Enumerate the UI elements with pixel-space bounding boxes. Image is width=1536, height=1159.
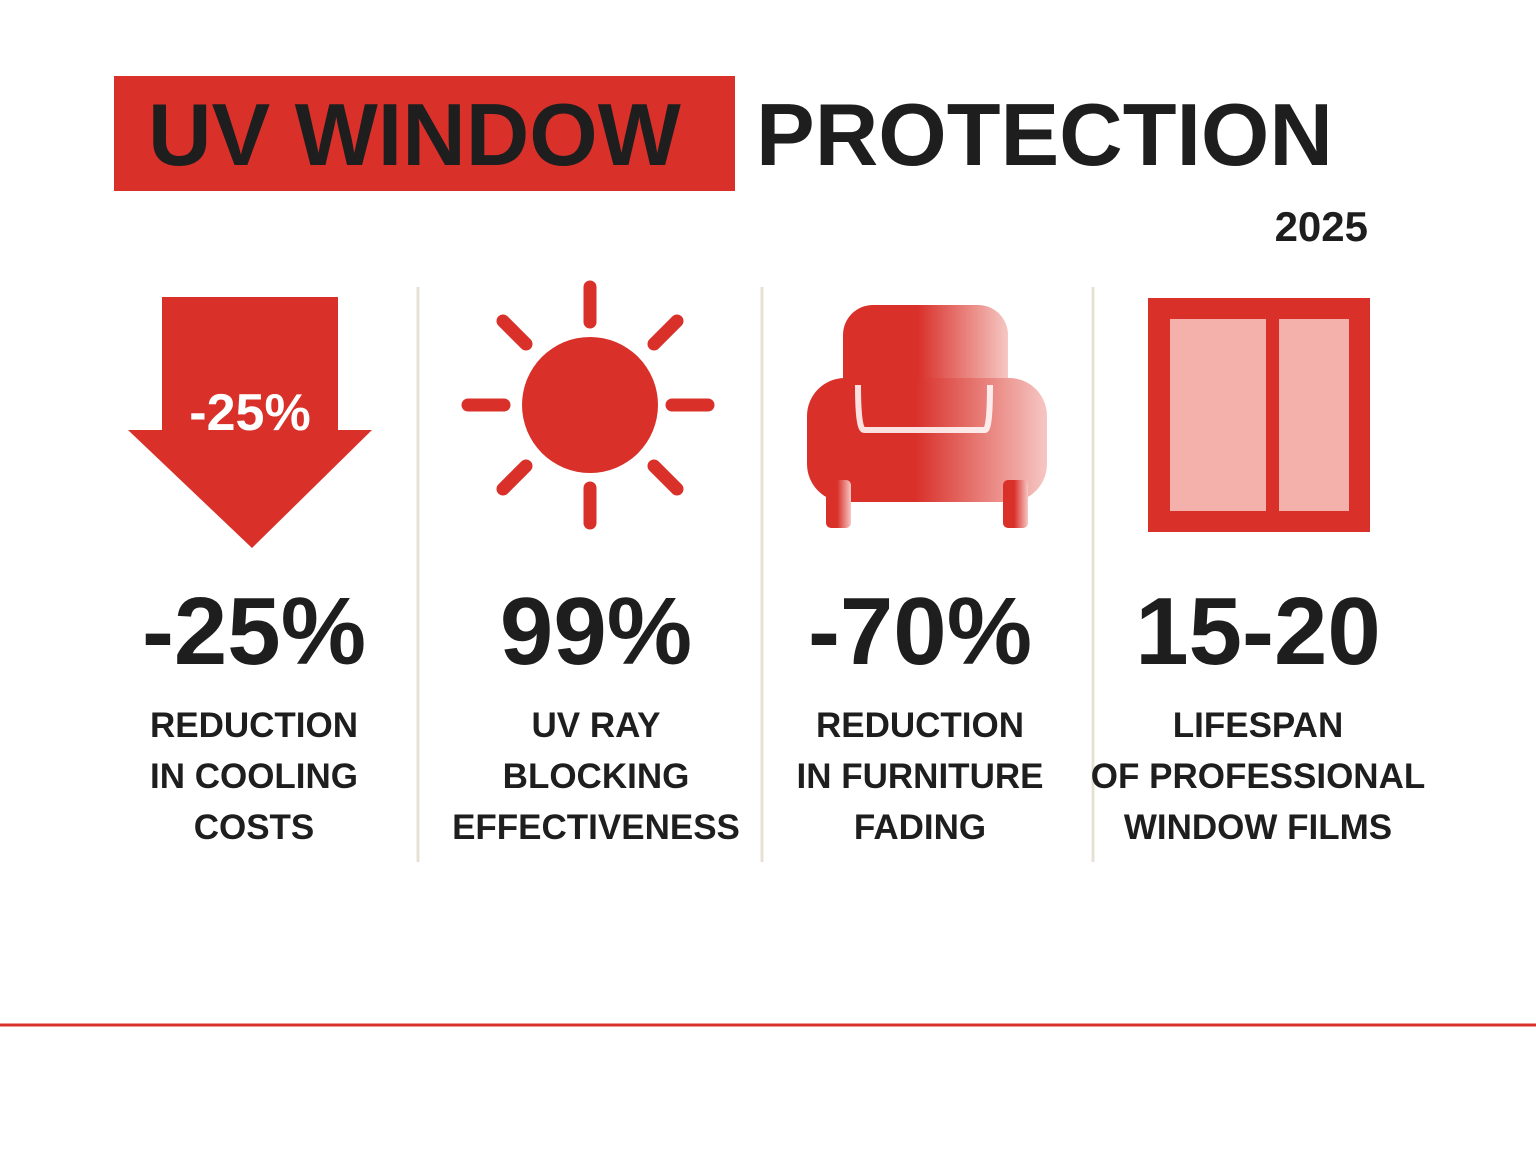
caption-line: OF PROFESSIONAL xyxy=(1091,757,1425,796)
stat-value: -25% xyxy=(142,578,366,685)
stat-value: 15-20 xyxy=(1135,578,1381,685)
caption-line: EFFECTIVENESS xyxy=(452,808,740,847)
caption-line: IN FURNITURE xyxy=(797,757,1044,796)
chair-icon xyxy=(807,305,1047,528)
caption-line: LIFESPAN xyxy=(1173,706,1343,745)
sun-icon xyxy=(461,280,715,530)
caption: REDUCTION IN COOLING COSTS xyxy=(150,706,358,847)
caption-line: COSTS xyxy=(194,808,315,847)
caption: REDUCTION IN FURNITURE FADING xyxy=(797,706,1044,847)
caption-line: WINDOW FILMS xyxy=(1124,808,1392,847)
window-icon xyxy=(1148,298,1370,532)
stat-value: -70% xyxy=(808,578,1032,685)
icon-label: -25% xyxy=(189,384,310,442)
caption-line: UV RAY xyxy=(531,706,660,745)
arrow-icon: -25% xyxy=(128,297,372,548)
caption-line: FADING xyxy=(854,808,986,847)
dividers xyxy=(416,287,1095,862)
items: -25% REDUCTION IN COOLING COSTS 99% UV RAY BLO… xyxy=(142,578,1425,847)
caption-line: REDUCTION xyxy=(816,706,1024,745)
title-highlight: UV WINDOW xyxy=(148,85,681,184)
caption-line: IN COOLING xyxy=(150,757,358,796)
year: 2025 xyxy=(1275,203,1368,250)
stat-value: 99% xyxy=(500,578,692,685)
caption: LIFESPAN OF PROFESSIONAL WINDOW FILMS xyxy=(1091,706,1425,847)
caption: UV RAY BLOCKING EFFECTIVENESS xyxy=(452,706,740,847)
title-highlight-box xyxy=(114,76,735,191)
title-rest: PROTECTION xyxy=(756,85,1333,184)
caption-line: REDUCTION xyxy=(150,706,358,745)
caption-line: BLOCKING xyxy=(503,757,690,796)
